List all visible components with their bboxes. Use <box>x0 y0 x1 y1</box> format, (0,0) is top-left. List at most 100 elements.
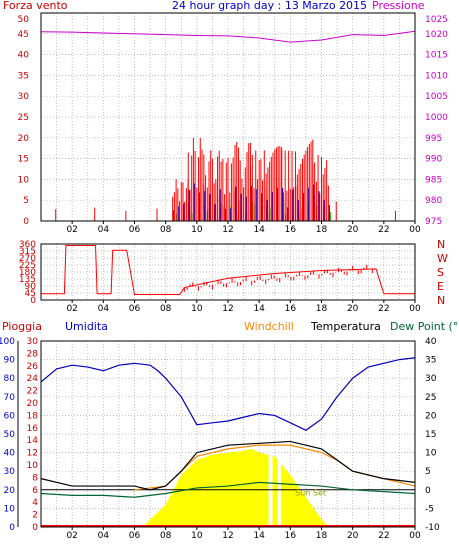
wind-axis-tick: 20 <box>18 134 30 144</box>
rain-axis-tick: 24 <box>27 374 39 384</box>
x-tick-label: 16 <box>285 531 297 541</box>
wind-axis-tick: 0 <box>23 217 29 227</box>
temp-axis-tick: 5 <box>425 467 431 477</box>
direction-axis-tick: 360 <box>19 240 36 250</box>
direction-axis-tick: 45 <box>25 289 36 299</box>
temp-axis-tick: 35 <box>425 356 436 366</box>
temp-axis-tick: 30 <box>425 374 437 384</box>
temp-axis-tick: 10 <box>425 449 437 459</box>
x-tick-label: 08 <box>160 531 172 541</box>
x-tick-label: 14 <box>253 304 265 314</box>
humidity-axis-tick: 90 <box>4 356 16 366</box>
pressure-axis-tick: 1025 <box>425 15 448 25</box>
x-tick-label: 20 <box>347 225 359 235</box>
humidity-axis-tick: 10 <box>4 504 16 514</box>
rain-axis-tick: 18 <box>27 411 39 421</box>
rain-axis-tick: 2 <box>32 511 38 521</box>
rain-axis-tick: 6 <box>32 486 38 496</box>
pressure-line <box>40 30 416 43</box>
humidity-axis-tick: 70 <box>4 393 16 403</box>
rain-axis-tick: 30 <box>27 337 39 347</box>
compass-label: N <box>437 238 445 251</box>
wind-axis-tick: 25 <box>18 113 29 123</box>
pressure-axis-tick: 1005 <box>425 92 448 102</box>
temp-axis-tick: 25 <box>425 393 436 403</box>
x-tick-label: 02 <box>66 225 77 235</box>
pressure-axis-tick: 975 <box>425 217 442 227</box>
x-tick-label: 00 <box>409 531 421 541</box>
direction-axis-tick: 90 <box>25 282 37 292</box>
temp-axis-tick: 20 <box>425 411 437 421</box>
x-tick-label: 08 <box>160 304 172 314</box>
wind-axis-tick: 50 <box>18 15 30 25</box>
x-tick-label: 06 <box>129 304 141 314</box>
pressure-axis-tick: 990 <box>425 155 442 165</box>
wind-axis-tick: 35 <box>18 71 29 81</box>
compass-label: W <box>437 252 448 265</box>
x-tick-label: 04 <box>98 531 110 541</box>
rain-axis-tick: 12 <box>27 449 38 459</box>
direction-axis-tick: 225 <box>19 261 36 271</box>
x-tick-label: 22 <box>378 304 389 314</box>
wind-axis-tick: 15 <box>18 155 29 165</box>
temp-axis-tick: 0 <box>425 486 431 496</box>
x-tick-label: 12 <box>222 225 233 235</box>
dewpoint-line <box>40 481 416 498</box>
direction-axis-tick: 315 <box>19 247 36 257</box>
pressure-axis-tick: 980 <box>425 196 442 206</box>
x-tick-label: 12 <box>222 531 233 541</box>
temp-axis-tick: -10 <box>425 523 440 533</box>
pressione-label: Pressione <box>372 0 425 12</box>
x-tick-label: 06 <box>129 225 141 235</box>
wind-axis-tick: 45 <box>18 30 29 40</box>
wind-axis-tick: 5 <box>23 196 29 206</box>
humidity-axis-tick: 30 <box>4 467 16 477</box>
x-tick-label: 00 <box>409 304 421 314</box>
x-tick-label: 06 <box>129 531 141 541</box>
compass-label: E <box>437 280 444 293</box>
x-tick-label: 00 <box>409 225 421 235</box>
pressure-axis-tick: 995 <box>425 134 442 144</box>
forza-vento-label: Forza vento <box>3 0 68 12</box>
x-tick-label: 20 <box>347 304 359 314</box>
x-tick-label: 22 <box>378 531 389 541</box>
x-tick-label: 18 <box>316 304 328 314</box>
humidity-axis-tick: 80 <box>4 374 16 384</box>
humidity-axis-tick: 60 <box>4 411 16 421</box>
rain-axis-tick: 26 <box>27 362 39 372</box>
direction-axis-tick: 180 <box>19 268 36 278</box>
rain-axis-tick: 22 <box>27 387 38 397</box>
humidity-axis-tick: 50 <box>4 430 16 440</box>
direction-axis-tick: 270 <box>19 254 36 264</box>
direction-axis-tick: 0 <box>30 296 36 306</box>
wind-axis-tick: 10 <box>18 175 30 185</box>
rain-axis-tick: 16 <box>27 424 39 434</box>
x-tick-label: 10 <box>191 531 203 541</box>
x-tick-label: 18 <box>316 225 328 235</box>
chart-title: 24 hour graph day : 13 Marzo 2015 <box>172 0 368 12</box>
humidity-axis-tick: 40 <box>4 449 16 459</box>
x-tick-label: 14 <box>253 531 265 541</box>
x-tick-label: 02 <box>66 304 77 314</box>
wind-axis-tick: 40 <box>18 51 30 61</box>
temp-axis-tick: -5 <box>425 504 434 514</box>
temperature-line <box>40 440 416 491</box>
temp-axis-tick: 40 <box>425 337 437 347</box>
x-tick-label: 02 <box>66 531 77 541</box>
sunset-annotation: Sun Set <box>295 488 326 497</box>
compass-label: N <box>437 294 445 307</box>
windchill-label: Windchill <box>244 320 294 333</box>
humidity-axis-tick: 20 <box>4 486 16 496</box>
x-tick-label: 12 <box>222 304 233 314</box>
temp-axis-tick: 15 <box>425 430 436 440</box>
rain-axis-tick: 20 <box>27 399 39 409</box>
x-tick-label: 08 <box>160 225 172 235</box>
x-tick-label: 10 <box>191 225 203 235</box>
wind-axis-tick: 30 <box>18 92 30 102</box>
pressure-axis-tick: 1015 <box>425 51 448 61</box>
rain-axis-tick: 10 <box>27 461 39 471</box>
pioggia-label: Pioggia <box>2 320 42 333</box>
pressure-axis-tick: 1000 <box>425 113 448 123</box>
